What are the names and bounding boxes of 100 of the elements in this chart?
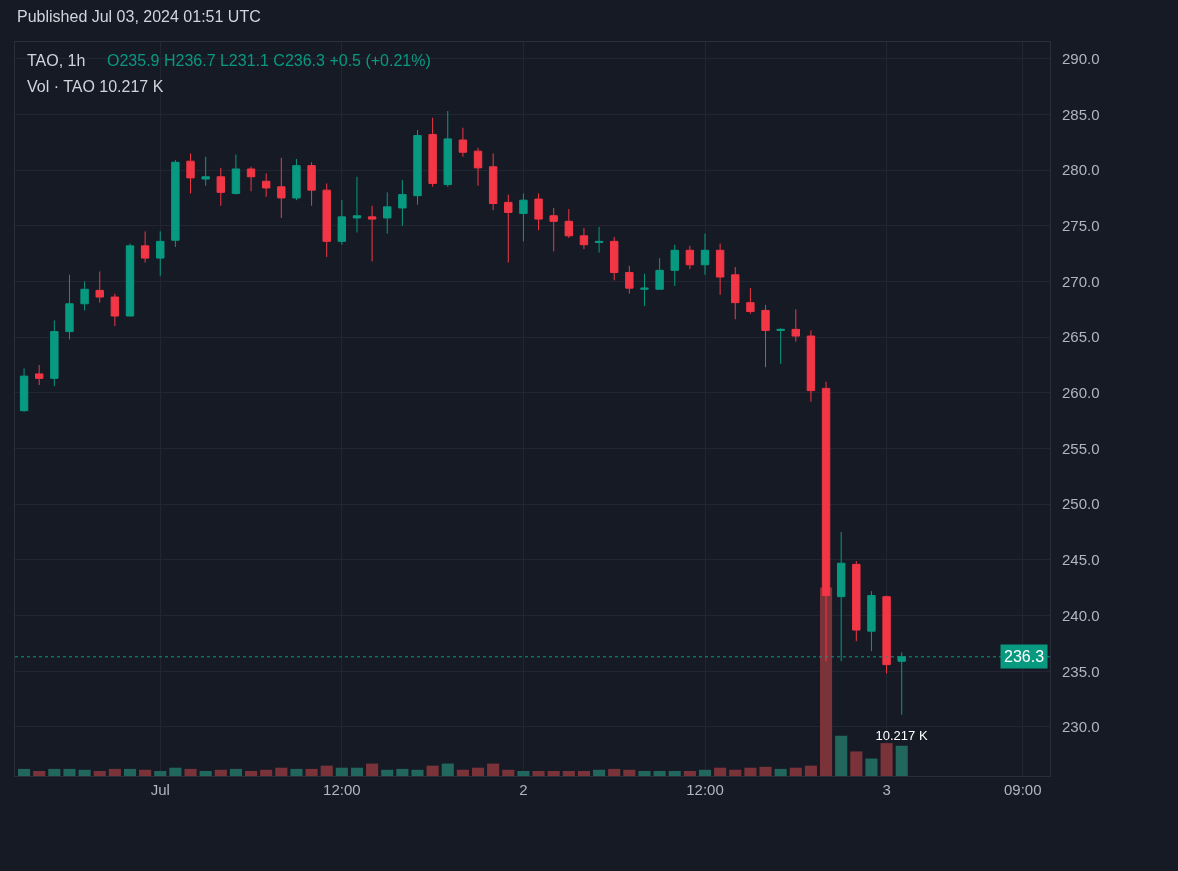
bar	[744, 767, 757, 776]
y-tick-label: 290.0	[1062, 49, 1100, 67]
bar	[714, 767, 727, 776]
candlestick	[473, 147, 483, 187]
candlestick	[579, 227, 589, 250]
candlestick	[292, 158, 301, 201]
y-tick-label: 265.0	[1062, 328, 1100, 346]
x-tick-label: 2	[519, 781, 528, 798]
bar	[78, 769, 91, 776]
candlestick	[610, 236, 619, 281]
candlestick	[231, 153, 241, 196]
x-tick-label: Jul	[150, 781, 170, 798]
candlestick	[534, 192, 543, 231]
bar	[108, 768, 121, 776]
text: TAO, 1h	[27, 52, 86, 69]
bar	[441, 763, 454, 776]
bar	[532, 770, 545, 776]
y-tick-label: 260.0	[1062, 384, 1100, 402]
bar	[396, 768, 409, 776]
candlestick	[882, 595, 891, 675]
bar	[123, 768, 137, 776]
annotation: O235.9 H236.7 L231.1 C236.3 +0.5 (+0.21%)	[107, 52, 431, 69]
bar	[184, 768, 197, 776]
candlestick	[322, 182, 331, 258]
candlestick	[746, 287, 755, 315]
candlestick	[383, 191, 392, 235]
bar	[381, 769, 394, 776]
bar	[502, 769, 515, 776]
candlestick	[367, 205, 377, 262]
y-tick-label: 255.0	[1062, 439, 1100, 457]
bar	[487, 763, 500, 776]
candlestick	[549, 207, 558, 252]
bar	[275, 767, 288, 776]
bar	[426, 765, 439, 776]
bar	[305, 768, 318, 776]
bar	[199, 770, 212, 776]
candlestick	[19, 367, 29, 413]
bar	[63, 768, 76, 776]
candlestick	[186, 152, 195, 194]
bar	[880, 743, 893, 776]
candlestick	[715, 243, 725, 296]
candlestick	[413, 129, 422, 206]
bar	[169, 767, 182, 776]
candlestick	[125, 243, 135, 317]
candlestick	[852, 560, 861, 642]
candlestick	[156, 230, 165, 277]
bar	[835, 735, 848, 776]
candlestick	[398, 179, 407, 227]
candlestick	[352, 176, 362, 233]
bar	[850, 751, 863, 776]
bar	[350, 767, 364, 776]
annotation: Vol · TAO 10.217 K	[27, 78, 164, 95]
candlestick	[65, 274, 74, 340]
candlestick	[458, 127, 468, 158]
bar	[33, 770, 46, 776]
candlestick	[307, 161, 316, 207]
bar	[456, 769, 469, 776]
candlestick	[261, 172, 271, 198]
candlestick	[504, 194, 513, 264]
bar	[18, 768, 31, 776]
bar	[366, 763, 379, 776]
x-tick-label: 12:00	[323, 781, 361, 798]
y-tick-label: 240.0	[1062, 606, 1100, 624]
bar	[683, 770, 696, 776]
y-tick-label: 285.0	[1062, 105, 1100, 123]
bar	[593, 769, 606, 776]
text: Published Jul 03, 2024 01:51 UTC	[17, 8, 261, 25]
candlestick	[201, 156, 210, 187]
candlestick	[35, 364, 44, 386]
bar	[547, 770, 560, 776]
bar	[698, 769, 712, 776]
bar	[789, 767, 802, 776]
x-tick-label: 3	[882, 781, 891, 798]
candlestick	[443, 110, 452, 188]
candlestick	[625, 265, 634, 295]
bar	[804, 765, 817, 776]
bar	[471, 767, 485, 776]
candlestick	[519, 192, 528, 242]
candlestick	[50, 319, 59, 387]
bar	[759, 766, 772, 776]
bar	[608, 768, 621, 776]
bar	[577, 770, 590, 776]
bar	[229, 768, 242, 776]
candlestick	[277, 157, 286, 219]
candlestick	[564, 208, 574, 239]
candlestick	[640, 273, 649, 307]
y-tick-label: 235.0	[1062, 662, 1100, 680]
bar	[517, 770, 530, 776]
bar	[774, 768, 787, 776]
bar	[93, 770, 106, 776]
bar	[214, 769, 227, 776]
candlestick	[731, 266, 740, 320]
candlestick	[216, 167, 225, 207]
candlestick	[685, 245, 695, 270]
bar	[668, 770, 681, 776]
bar	[729, 769, 742, 776]
bar	[562, 770, 575, 776]
x-tick-label: 12:00	[686, 781, 724, 798]
candlestick	[337, 199, 347, 246]
bar	[623, 769, 636, 776]
